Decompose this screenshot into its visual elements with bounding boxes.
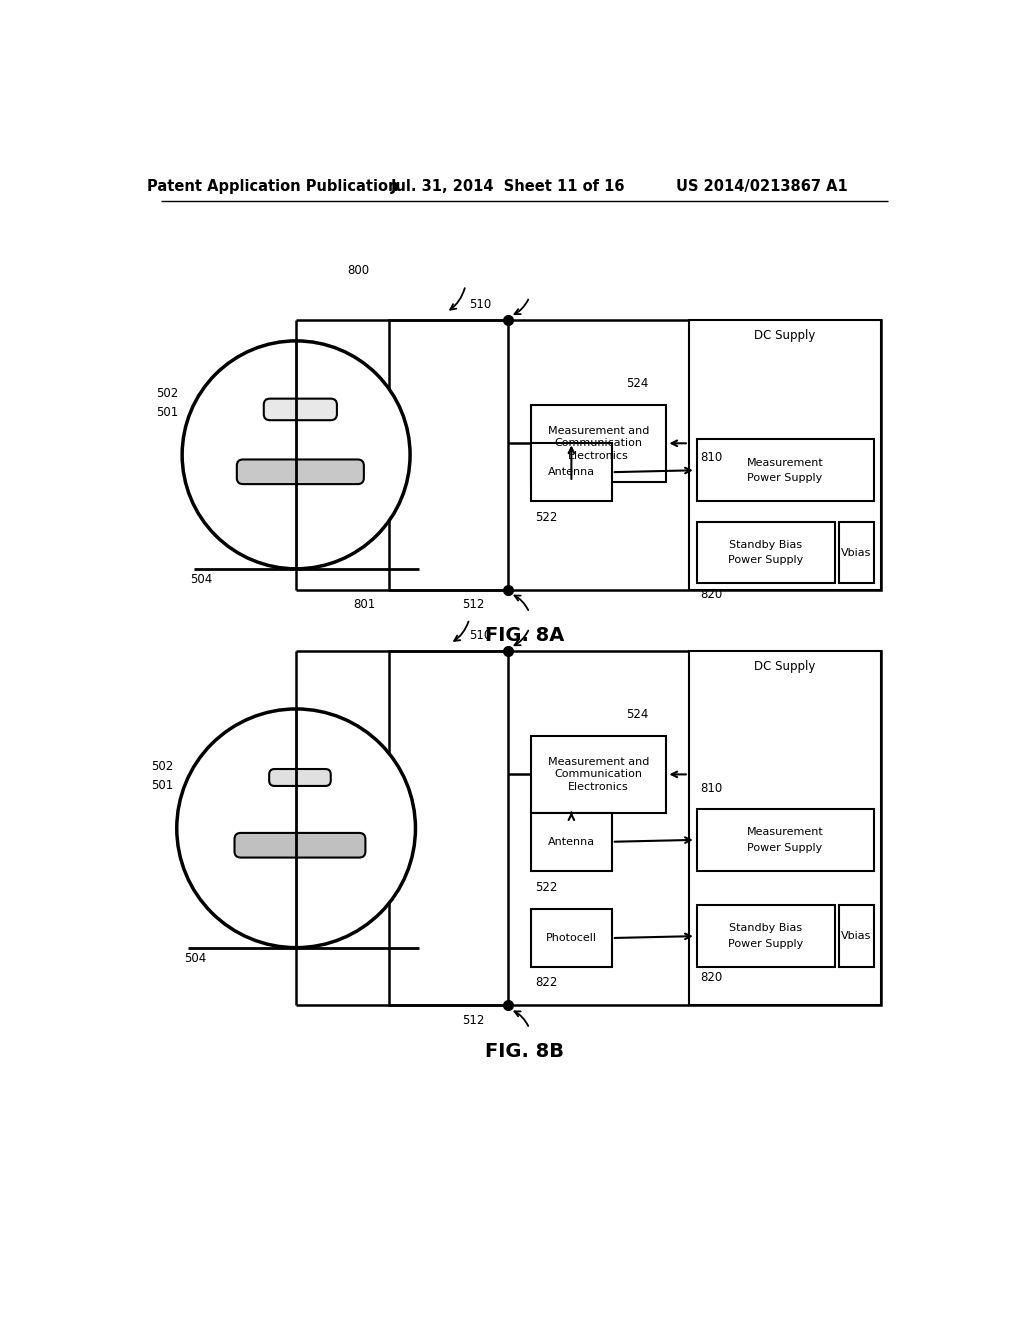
Text: Electronics: Electronics	[568, 450, 629, 461]
Text: Power Supply: Power Supply	[748, 473, 822, 483]
Text: Communication: Communication	[554, 438, 642, 449]
FancyBboxPatch shape	[264, 399, 337, 420]
Text: DC Supply: DC Supply	[755, 329, 816, 342]
Text: Measurement: Measurement	[746, 828, 823, 837]
Bar	[696, 440, 873, 502]
Bar	[531, 813, 611, 871]
Text: Antenna: Antenna	[548, 837, 595, 846]
Text: 501: 501	[151, 779, 173, 792]
Bar	[388, 651, 882, 1006]
Text: Patent Application Publication: Patent Application Publication	[147, 178, 398, 194]
Bar	[696, 809, 873, 871]
Text: 504: 504	[184, 952, 207, 965]
FancyBboxPatch shape	[237, 459, 364, 484]
Text: 512: 512	[463, 598, 484, 611]
Bar	[839, 906, 873, 966]
Text: Vbias: Vbias	[841, 931, 871, 941]
Text: 524: 524	[626, 376, 648, 389]
Text: Antenna: Antenna	[548, 467, 595, 477]
Text: 502: 502	[151, 760, 173, 774]
Bar	[689, 321, 882, 590]
Text: 810: 810	[700, 781, 723, 795]
Text: Measurement and: Measurement and	[548, 758, 649, 767]
FancyBboxPatch shape	[234, 833, 366, 858]
Text: Communication: Communication	[554, 770, 642, 779]
Text: 524: 524	[626, 708, 648, 721]
Text: FIG. 8B: FIG. 8B	[485, 1041, 564, 1061]
Bar	[388, 321, 882, 590]
Text: 512: 512	[463, 1014, 484, 1027]
Text: Jul. 31, 2014  Sheet 11 of 16: Jul. 31, 2014 Sheet 11 of 16	[390, 178, 625, 194]
Text: 501: 501	[156, 407, 178, 418]
FancyBboxPatch shape	[269, 770, 331, 785]
Text: Measurement: Measurement	[746, 458, 823, 467]
Text: Power Supply: Power Supply	[728, 556, 804, 565]
Bar	[839, 521, 873, 583]
Text: Power Supply: Power Supply	[728, 939, 804, 949]
Circle shape	[177, 709, 416, 948]
Bar	[696, 906, 836, 966]
Text: FIG. 8A: FIG. 8A	[485, 626, 564, 645]
Bar	[689, 651, 882, 1006]
Bar	[696, 521, 836, 583]
Bar	[531, 405, 666, 482]
Text: Electronics: Electronics	[568, 781, 629, 792]
Text: 800: 800	[347, 264, 370, 277]
Text: US 2014/0213867 A1: US 2014/0213867 A1	[676, 178, 848, 194]
Text: 822: 822	[535, 975, 557, 989]
Text: Standby Bias: Standby Bias	[729, 924, 803, 933]
Text: Standby Bias: Standby Bias	[729, 540, 803, 550]
Bar	[531, 909, 611, 966]
Text: 820: 820	[700, 587, 723, 601]
Text: 801: 801	[353, 598, 376, 611]
Text: 510: 510	[469, 630, 492, 643]
Text: Photocell: Photocell	[546, 933, 597, 942]
Text: 522: 522	[536, 511, 557, 524]
Text: 820: 820	[700, 972, 723, 985]
Text: Measurement and: Measurement and	[548, 426, 649, 436]
Circle shape	[182, 341, 410, 569]
Text: 810: 810	[700, 450, 723, 463]
Text: 522: 522	[536, 880, 557, 894]
Bar	[531, 737, 666, 813]
Bar	[531, 444, 611, 502]
Text: Power Supply: Power Supply	[748, 842, 822, 853]
Text: DC Supply: DC Supply	[755, 660, 816, 673]
Text: Vbias: Vbias	[841, 548, 871, 557]
Text: 504: 504	[189, 573, 212, 586]
Text: 502: 502	[156, 387, 178, 400]
Text: 510: 510	[469, 298, 492, 312]
